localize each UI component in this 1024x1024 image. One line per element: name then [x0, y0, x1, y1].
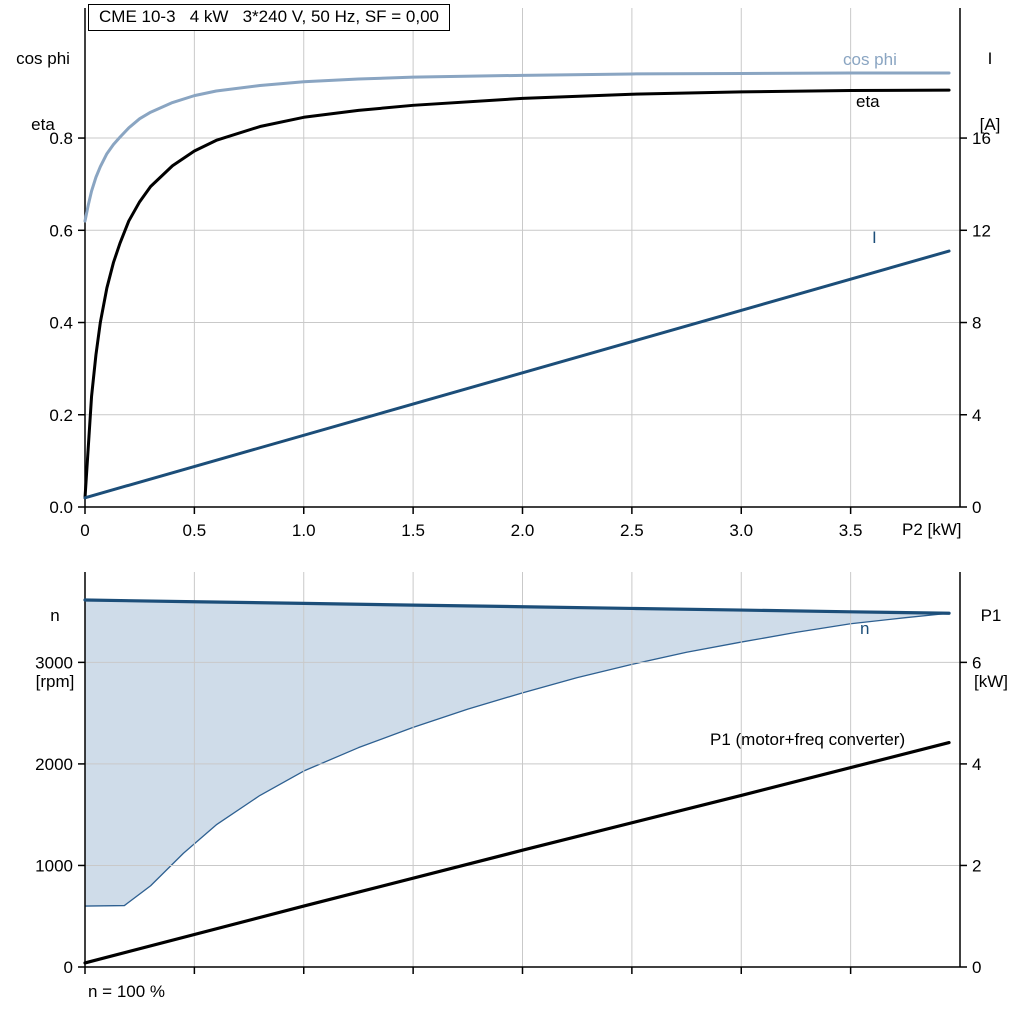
- i-curve: [83, 249, 951, 500]
- cos-phi-curve: [83, 71, 951, 223]
- right-axis-label-p1: P1: [980, 606, 1002, 625]
- bottom-ytick-left: 1000: [35, 856, 73, 875]
- chart-title: CME 10-3 4 kW 3*240 V, 50 Hz, SF = 0,00: [88, 4, 451, 31]
- bottom-right-axis-title: P1 [kW]: [962, 561, 1020, 737]
- p1-motor-freq-converter-curve: [83, 740, 951, 965]
- top-ytick-left: 0.2: [49, 406, 73, 425]
- bottom-ytick-left: 2000: [35, 755, 73, 774]
- top-xtick: 0.5: [183, 521, 207, 540]
- top-ytick-right: 0: [972, 498, 981, 517]
- top-ytick-right: 8: [972, 314, 981, 333]
- speed-curve-label: n: [860, 619, 870, 638]
- left-axis-label-n: n: [50, 606, 60, 625]
- current-curve-label: I: [872, 228, 877, 247]
- eta-curve: [83, 88, 951, 500]
- top-xtick: 1.5: [401, 521, 425, 540]
- top-xtick: 1.0: [292, 521, 316, 540]
- bottom-ytick-right: 0: [972, 958, 981, 977]
- top-ytick-left: 0.6: [49, 221, 73, 240]
- n-curve: [83, 598, 951, 615]
- top-gridlines: [85, 8, 960, 507]
- top-ytick-right: 12: [972, 221, 991, 240]
- right-axis-label-current: I: [987, 49, 993, 68]
- p1-curve-label: P1 (motor+freq converter): [710, 730, 906, 749]
- x-axis-label: P2 [kW]: [902, 520, 962, 539]
- eta-curve-label: eta: [856, 92, 880, 111]
- cos-phi-curve-label: cos phi: [843, 50, 897, 69]
- speed-control-range-lower-boundary: [84, 612, 950, 907]
- left-axis-label-rpm-unit: [rpm]: [35, 672, 75, 691]
- top-xtick: 2.0: [511, 521, 535, 540]
- speed-footnote: n = 100 %: [88, 982, 166, 1001]
- bottom-ytick-right: 4: [972, 755, 981, 774]
- top-chart-plot: 0.0 0.2 0.4 0.6 0.8 0 4 8 12 16 0 0.5 1.0 1.5 2.0 2.5 3.…: [49, 8, 991, 540]
- bottom-ytick-right: 6: [972, 653, 981, 672]
- bottom-ytick-left: 3000: [35, 653, 73, 672]
- top-xtick: 2.5: [620, 521, 644, 540]
- left-axis-label-cos-phi: cos phi: [16, 49, 70, 68]
- top-xtick: 0: [80, 521, 89, 540]
- top-axes: 0.0 0.2 0.4 0.6 0.8 0 4 8 12 16 0 0.5 1.0 1.5 2.0 2.5 3.…: [49, 8, 991, 540]
- top-xtick: 3.0: [729, 521, 753, 540]
- bottom-chart-plot: 0 1000 2000 3000 0 2 4 6: [35, 572, 981, 977]
- right-axis-label-amps-unit: [A]: [979, 115, 1001, 134]
- top-ytick-right: 16: [972, 129, 991, 148]
- top-xtick: 3.5: [839, 521, 863, 540]
- bottom-gridlines: [85, 572, 960, 967]
- top-ytick-left: 0.0: [49, 498, 73, 517]
- speed-control-range-area: [85, 600, 950, 907]
- bottom-ytick-right: 2: [972, 856, 981, 875]
- top-right-axis-title: I [A]: [962, 4, 1018, 180]
- top-left-axis-title: cos phi eta: [2, 4, 84, 180]
- right-axis-label-kw-unit: [kW]: [974, 672, 1008, 691]
- left-axis-label-eta: eta: [31, 115, 55, 134]
- top-ytick-left: 0.8: [49, 129, 73, 148]
- bottom-ytick-left: 0: [64, 958, 73, 977]
- bottom-axes: 0 1000 2000 3000 0 2 4 6: [35, 572, 981, 977]
- top-ytick-left: 0.4: [49, 314, 73, 333]
- top-ytick-right: 4: [972, 406, 981, 425]
- bottom-left-axis-title: n [rpm]: [22, 561, 88, 737]
